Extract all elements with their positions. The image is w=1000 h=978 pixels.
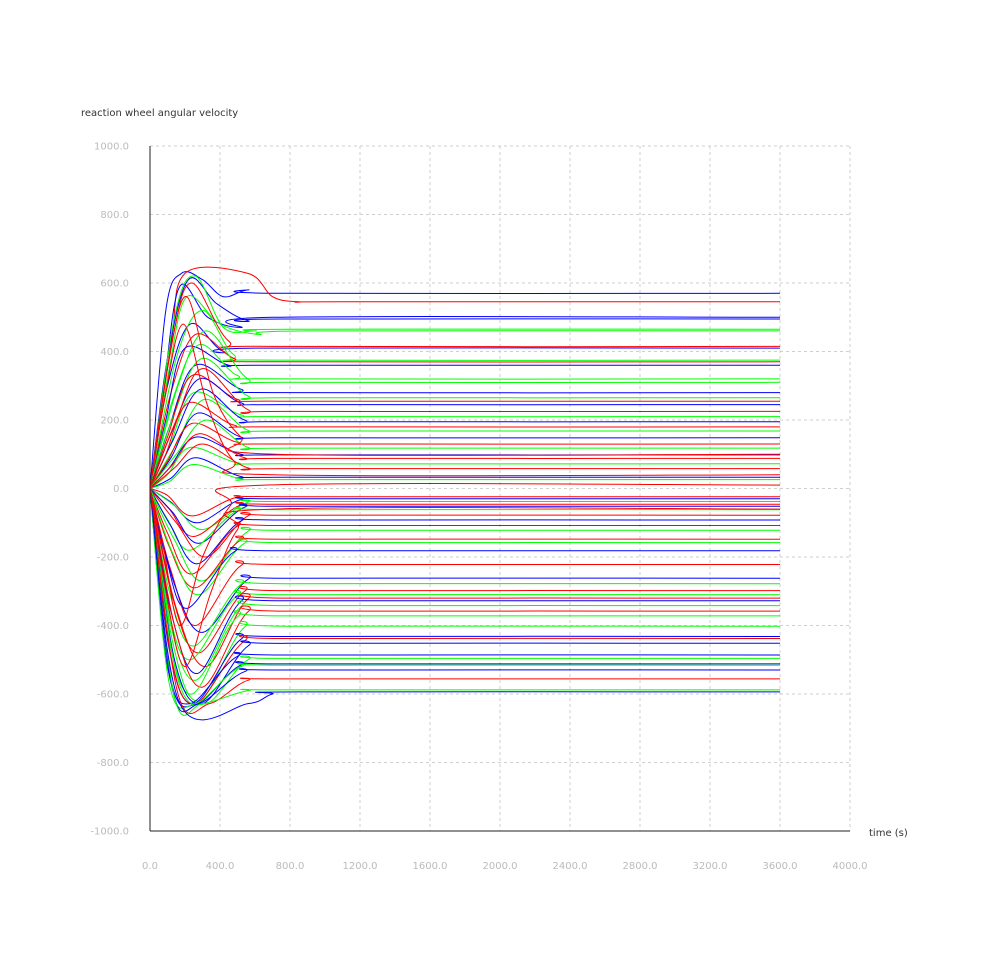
series-line-43 — [149, 488, 781, 596]
y-tick-label: 400.0 — [100, 347, 129, 358]
series-line-39 — [149, 488, 781, 565]
y-tick-label: -400.0 — [97, 621, 129, 632]
series-line-46 — [149, 488, 781, 633]
series-line-21 — [149, 401, 781, 489]
series-line-32 — [149, 488, 780, 517]
y-tick-label: -200.0 — [97, 553, 129, 564]
series-line-11 — [149, 345, 780, 489]
series-line-18 — [149, 368, 781, 489]
x-tick-label: 400.0 — [206, 861, 235, 872]
y-tick-label: -600.0 — [97, 690, 129, 701]
x-tick-label: 4000.0 — [833, 861, 868, 872]
series-line-20 — [149, 388, 781, 489]
chart-title: reaction wheel angular velocity — [81, 108, 238, 119]
series-line-52 — [149, 488, 781, 681]
series-line-29 — [149, 443, 781, 489]
series-line-63 — [149, 488, 781, 713]
y-tick-label: 600.0 — [100, 279, 129, 290]
x-axis-label: time (s) — [869, 828, 908, 839]
series-line-1 — [149, 271, 781, 489]
grid — [150, 145, 851, 831]
series-line-65 — [149, 488, 781, 716]
series-line-69 — [149, 483, 781, 627]
series-line-47 — [149, 488, 781, 647]
series-line-58 — [149, 488, 781, 705]
x-tick-label: 2800.0 — [623, 861, 658, 872]
y-tick-label: 200.0 — [100, 416, 129, 427]
y-tick-label: 0.0 — [113, 484, 129, 495]
series-line-44 — [149, 488, 781, 609]
x-tick-label: 800.0 — [276, 861, 305, 872]
series-lines — [149, 266, 781, 721]
x-tick-label: 2400.0 — [553, 861, 588, 872]
series-line-17 — [149, 377, 781, 489]
series-line-38 — [149, 488, 781, 558]
y-tick-label: -800.0 — [97, 758, 129, 769]
x-tick-label: 3600.0 — [763, 861, 798, 872]
series-line-6 — [149, 294, 781, 489]
series-line-50 — [149, 488, 781, 668]
series-line-66 — [149, 488, 781, 721]
tick-labels: 0.0 400.0 800.0 1200.0 1600.0 2000.0 2400.0 280… — [90, 142, 867, 873]
series-line-56 — [149, 488, 781, 705]
x-tick-label: 1600.0 — [413, 861, 448, 872]
series-line-23 — [149, 412, 781, 489]
series-line-12 — [149, 344, 781, 489]
x-tick-label: 1200.0 — [343, 861, 378, 872]
series-line-28 — [149, 446, 781, 489]
series-line-53 — [149, 488, 781, 688]
series-line-30 — [149, 457, 781, 489]
series-line-60 — [149, 488, 781, 706]
series-line-62 — [149, 488, 781, 709]
series-line-41 — [149, 488, 781, 582]
y-tick-label: -1000.0 — [90, 827, 129, 838]
series-line-13 — [149, 330, 781, 489]
series-line-68 — [149, 323, 781, 489]
x-tick-label: 2000.0 — [483, 861, 518, 872]
axes — [149, 146, 850, 832]
x-tick-label: 3200.0 — [693, 861, 728, 872]
y-tick-label: 800.0 — [100, 210, 129, 221]
series-line-70 — [149, 296, 781, 489]
series-line-49 — [149, 488, 781, 661]
series-line-64 — [149, 488, 781, 714]
y-tick-label: 1000.0 — [94, 142, 129, 153]
series-line-31 — [149, 463, 781, 489]
series-line-51 — [149, 488, 781, 675]
series-line-27 — [149, 433, 781, 489]
series-line-26 — [149, 436, 781, 489]
series-line-45 — [149, 488, 781, 627]
series-line-34 — [149, 488, 781, 531]
series-line-19 — [149, 391, 781, 489]
series-line-55 — [149, 488, 781, 702]
series-line-48 — [149, 488, 781, 654]
series-line-36 — [149, 488, 781, 544]
series-line-5 — [149, 275, 781, 489]
series-line-67 — [149, 488, 781, 668]
series-line-22 — [149, 398, 781, 489]
series-line-25 — [149, 419, 781, 489]
series-line-40 — [149, 488, 781, 575]
x-tick-label: 0.0 — [142, 861, 158, 872]
series-line-35 — [149, 488, 781, 538]
